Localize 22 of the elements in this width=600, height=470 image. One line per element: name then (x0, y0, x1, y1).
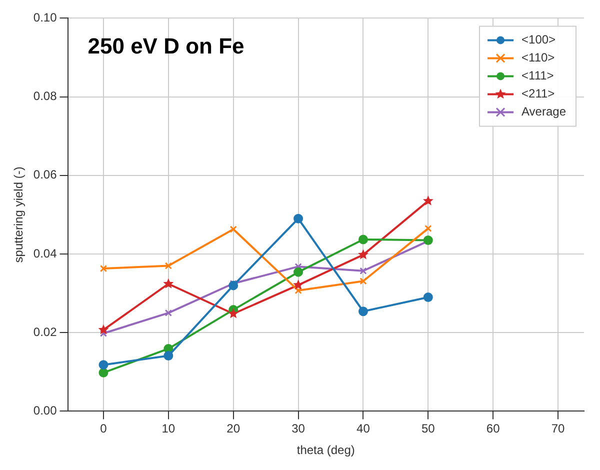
x-tick-label: 10 (162, 422, 176, 436)
legend-label: <110> (522, 50, 555, 65)
x-tick-label: 0 (100, 422, 108, 436)
y-tick-label: 0.10 (33, 10, 58, 25)
text: 250 eV D on Fe (88, 33, 244, 58)
y-tick-label: 0.02 (33, 324, 58, 339)
legend-label: <211> (522, 86, 555, 101)
y-axis-title: sputtering yield (-) (12, 166, 26, 263)
x-axis-title: theta (deg) (296, 443, 355, 458)
x-tick-label: 50 (421, 422, 436, 436)
y-tick-label: 0.08 (33, 89, 58, 104)
x-tick-label: 40 (356, 422, 370, 436)
legend-label: Average (522, 104, 566, 119)
y-tick-label: 0.00 (33, 404, 58, 418)
legend-label: <100> (522, 32, 556, 47)
x-tick-label: 20 (226, 422, 240, 436)
legend-label: <111> (522, 68, 554, 83)
x-tick-label: 30 (292, 422, 306, 436)
x-tick-label: 60 (486, 422, 500, 436)
y-tick-label: 0.04 (33, 246, 58, 260)
y-tick-label: 0.06 (33, 168, 58, 182)
x-tick-label: 70 (551, 422, 566, 436)
